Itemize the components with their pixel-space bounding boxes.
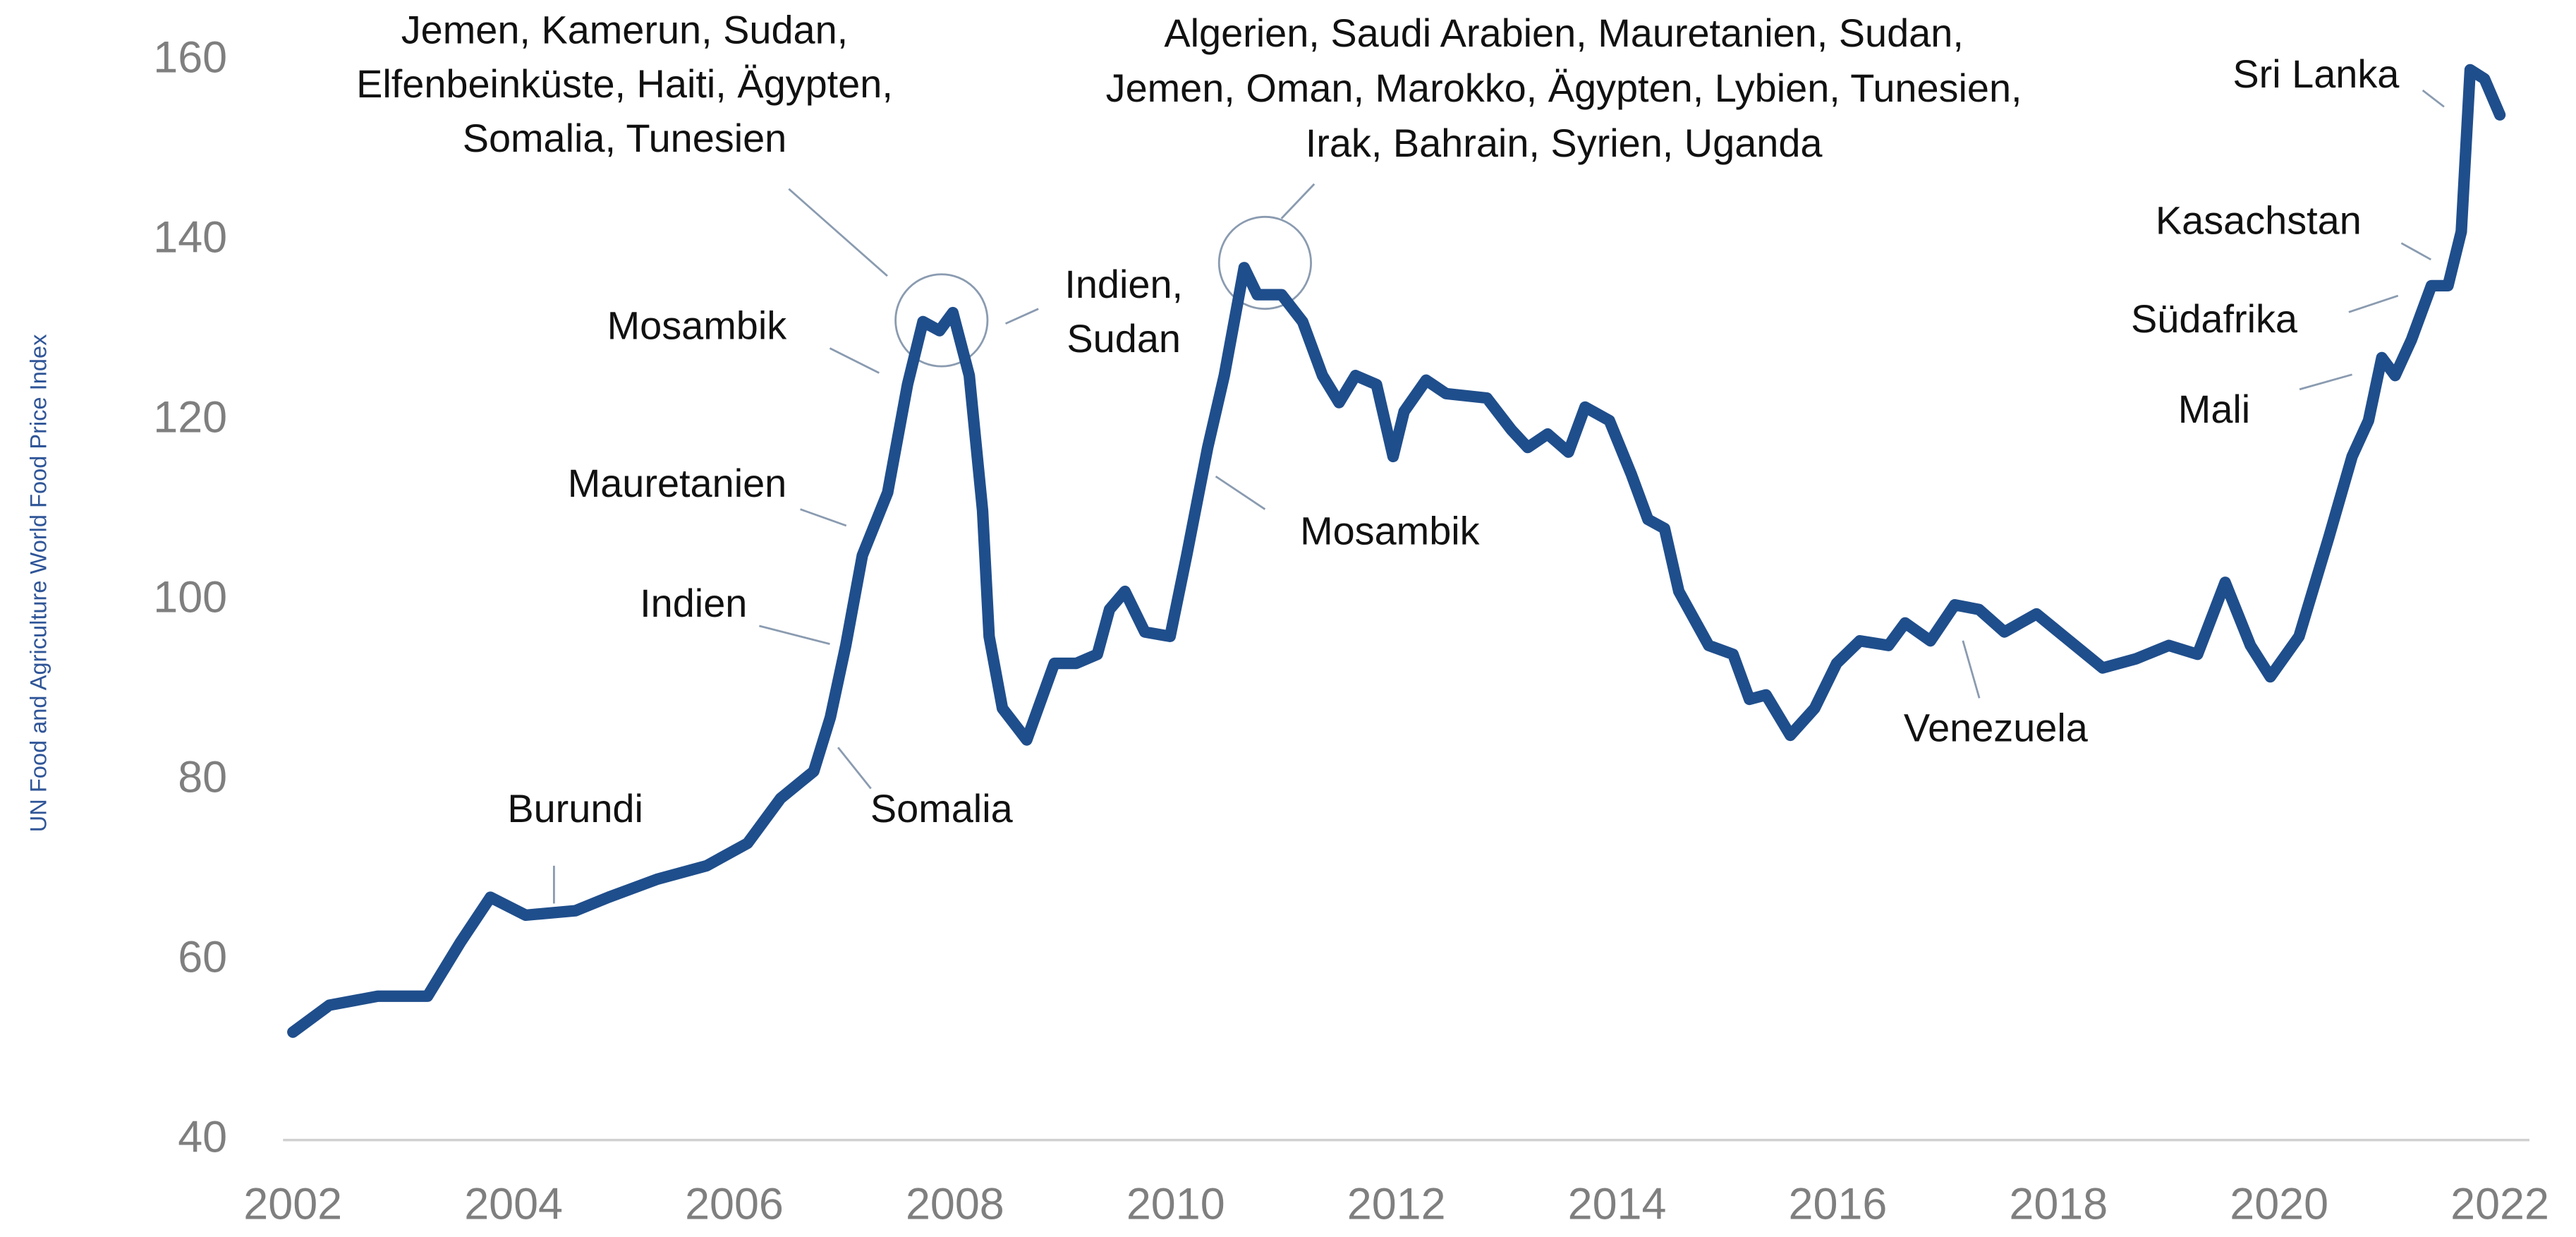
leader [2422,89,2445,108]
highlight-circle [894,273,989,368]
y-tick-label: 80 [178,752,227,802]
annotation: Algerien, Saudi Arabien, Mauretanien, Su… [1164,11,1963,55]
annotation: Südafrika [2131,296,2298,341]
y-tick-label: 160 [153,33,227,83]
leader [1280,183,1316,219]
x-tick-label: 2006 [685,1180,784,1229]
leader [829,347,880,374]
annotation: Elfenbeinküste, Haiti, Ägypten, [356,61,893,106]
leader [800,508,847,527]
annotation: Venezuela [1904,706,2089,750]
leader [1215,475,1266,510]
x-tick-label: 2010 [1126,1180,1225,1229]
x-tick-label: 2020 [2230,1180,2328,1229]
x-tick-label: 2012 [1347,1180,1446,1229]
x-tick-label: 2008 [906,1180,1004,1229]
highlight-circle [1217,215,1312,310]
leader [788,188,888,277]
annotation: Mali [2178,387,2250,431]
annotation: Indien, [1064,262,1183,306]
leader [759,624,830,645]
y-tick-label: 100 [153,573,227,622]
annotation: Sudan [1067,316,1181,361]
annotation: Kasachstan [2156,198,2362,242]
y-tick-label: 60 [178,932,227,982]
data-line [287,64,2506,1038]
y-axis-label: UN Food and Agriculture World Food Price… [25,334,51,833]
y-tick-label: 120 [153,393,227,442]
leader [2348,294,2399,313]
annotation: Mosambik [1300,508,1481,553]
annotation: Somalia, Tunesien [463,116,787,160]
annotation: Jemen, Kamerun, Sudan, [401,7,848,52]
x-tick-label: 2002 [243,1180,342,1229]
annotation: Mosambik [607,303,788,347]
annotation: Irak, Bahrain, Syrien, Uganda [1306,121,1823,165]
y-tick-label: 140 [153,213,227,263]
annotation: Burundi [507,786,643,831]
x-tick-label: 2018 [2009,1180,2108,1229]
x-tick-label: 2022 [2450,1180,2549,1229]
leader [1962,640,1981,699]
annotation: Somalia [870,786,1014,831]
leader [2400,242,2431,261]
x-tick-label: 2004 [464,1180,563,1229]
x-tick-label: 2014 [1568,1180,1667,1229]
y-tick-label: 40 [178,1112,227,1161]
leader [2299,373,2352,391]
annotation: Mauretanien [568,461,787,505]
leader [1005,308,1039,325]
annotation: Indien [640,581,747,625]
annotation: Jemen, Oman, Marokko, Ägypten, Lybien, T… [1106,66,2022,110]
annotation: Sri Lanka [2232,52,2400,96]
leader [837,747,872,790]
x-tick-label: 2016 [1789,1180,1888,1229]
